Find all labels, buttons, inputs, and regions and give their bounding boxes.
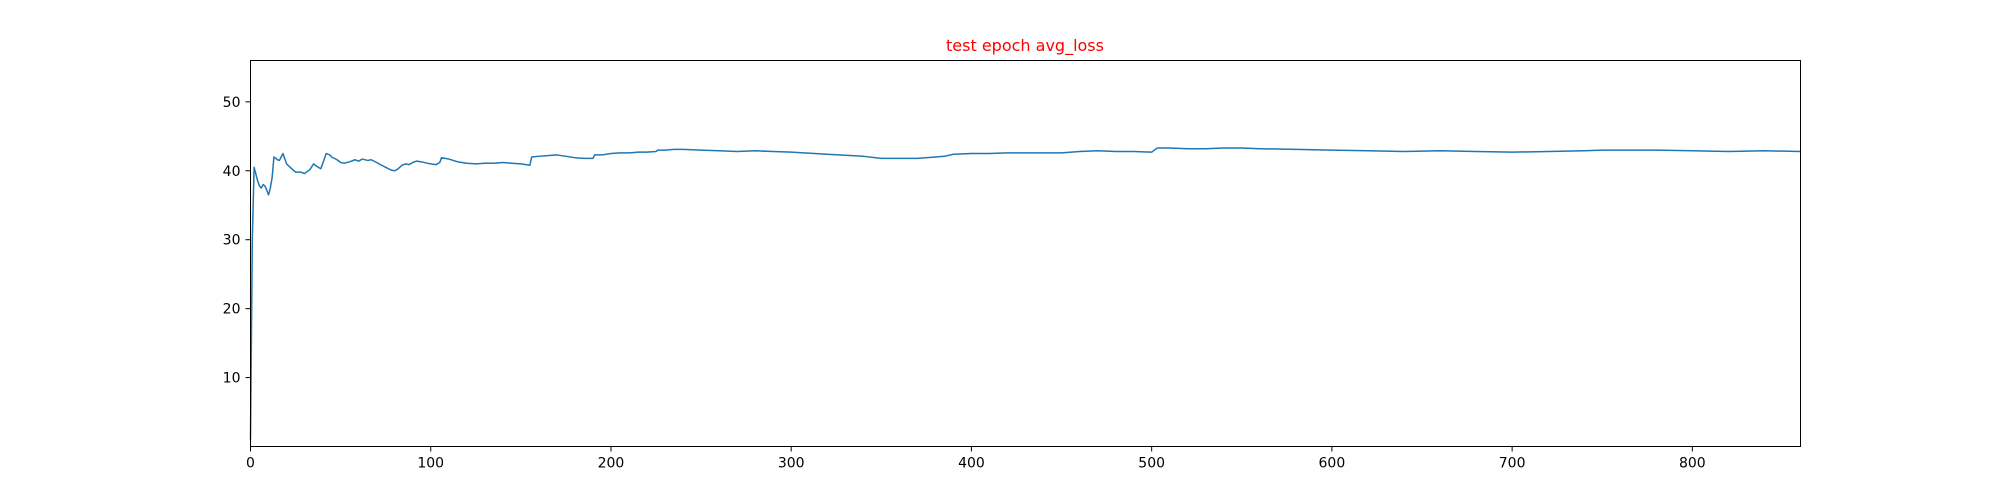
y-tick-label: 40 (223, 164, 241, 180)
x-tick-label: 500 (1138, 456, 1165, 472)
x-tick-label: 600 (1319, 456, 1346, 472)
x-tick-label: 800 (1679, 456, 1706, 472)
x-tick-label: 700 (1499, 456, 1526, 472)
x-tick-label: 100 (417, 456, 444, 472)
series-line (249, 147, 1801, 440)
x-tick-label: 200 (598, 456, 625, 472)
y-tick-label: 20 (223, 302, 241, 318)
axes: 0 100 200 300 400 500 600 700 800 10 20 30 40 50 (223, 60, 1801, 472)
x-tick-label: 300 (778, 456, 805, 472)
y-tick-label: 50 (223, 95, 241, 111)
chart-title: test epoch avg_loss (946, 36, 1104, 56)
y-tick-label: 30 (223, 233, 241, 249)
x-tick-label: 400 (958, 456, 985, 472)
axes-frame (250, 60, 1801, 447)
x-tick-label: 0 (246, 456, 255, 472)
plot-area (249, 147, 1801, 440)
y-tick-label: 10 (223, 371, 241, 387)
